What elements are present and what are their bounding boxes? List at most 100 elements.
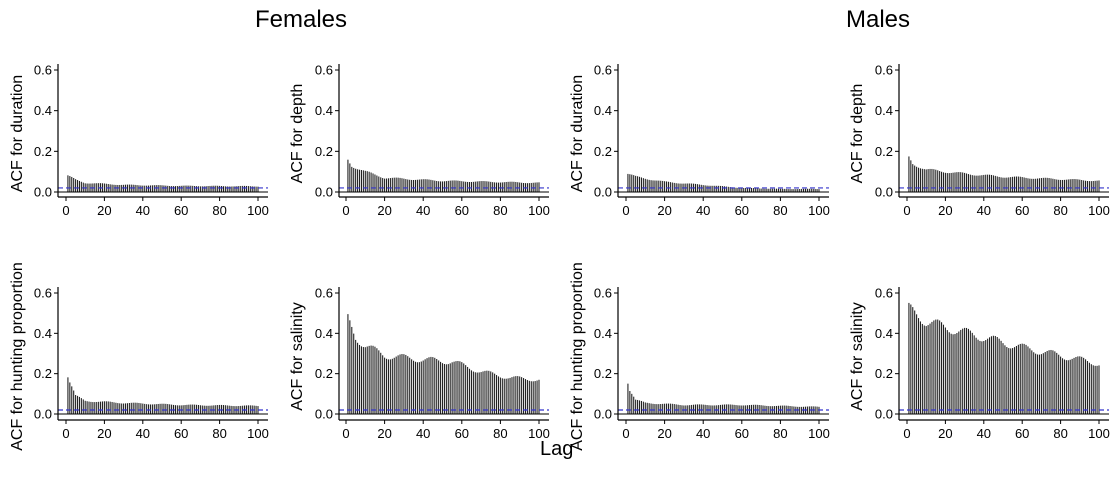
y-tick-label: 0.6 (594, 286, 612, 301)
x-tick-label: 100 (1088, 426, 1110, 441)
y-tick-label: 0.2 (594, 144, 612, 159)
x-tick-label: 60 (735, 426, 749, 441)
x-tick-label: 100 (808, 426, 830, 441)
x-tick-label: 80 (212, 203, 226, 218)
x-tick-label: 80 (1053, 203, 1067, 218)
x-tick-label: 0 (903, 426, 910, 441)
x-tick-label: 0 (342, 426, 349, 441)
x-tick-label: 100 (528, 426, 550, 441)
x-tick-label: 40 (696, 203, 710, 218)
x-tick-label: 60 (735, 203, 749, 218)
y-tick-label: 0.6 (315, 286, 333, 301)
y-tick-label: 0.4 (34, 103, 52, 118)
x-tick-label: 100 (247, 426, 269, 441)
x-tick-label: 20 (657, 426, 671, 441)
y-tick-label: 0.4 (875, 326, 893, 341)
y-tick-label: 0.2 (34, 366, 52, 381)
x-tick-label: 40 (977, 426, 991, 441)
x-tick-label: 100 (808, 203, 830, 218)
x-tick-label: 100 (1088, 203, 1110, 218)
y-tick-label: 0.6 (34, 63, 52, 78)
acf-panel-4: 0.0 0.2 0.4 0.6 0 20 40 60 80 100 ACF for depth (849, 63, 1110, 219)
y-axis-label: ACF for depth (849, 84, 866, 184)
y-axis-label: ACF for hunting proportion (9, 262, 26, 451)
x-tick-label: 40 (136, 203, 150, 218)
x-tick-label: 20 (657, 203, 671, 218)
y-tick-label: 0.4 (875, 103, 893, 118)
y-tick-label: 0.6 (34, 286, 52, 301)
x-tick-label: 20 (938, 203, 952, 218)
acf-panel-1: 0.0 0.2 0.4 0.6 0 20 40 60 80 100 ACF for duration (9, 63, 269, 219)
y-tick-label: 0.2 (34, 144, 52, 159)
y-axis-label: ACF for salinity (849, 302, 866, 410)
x-tick-label: 20 (938, 426, 952, 441)
x-tick-label: 80 (1053, 426, 1067, 441)
x-tick-label: 40 (416, 426, 430, 441)
x-tick-label: 0 (622, 203, 629, 218)
y-axis-label: ACF for duration (569, 75, 586, 192)
x-tick-label: 40 (416, 203, 430, 218)
y-tick-label: 0.4 (594, 326, 612, 341)
y-axis-label: ACF for hunting proportion (569, 262, 586, 451)
y-tick-label: 0.0 (315, 407, 333, 422)
y-tick-label: 0.6 (594, 63, 612, 78)
x-tick-label: 60 (455, 426, 469, 441)
x-tick-label: 80 (493, 426, 507, 441)
y-tick-label: 0.2 (315, 144, 333, 159)
x-axis-label: Lag (540, 438, 574, 460)
y-tick-label: 0.0 (315, 185, 333, 200)
x-tick-label: 80 (773, 426, 787, 441)
x-tick-label: 0 (62, 426, 69, 441)
x-tick-label: 60 (1015, 426, 1029, 441)
y-tick-label: 0.4 (594, 103, 612, 118)
x-tick-label: 20 (377, 426, 391, 441)
y-tick-label: 0.4 (315, 326, 333, 341)
y-tick-label: 0.0 (594, 185, 612, 200)
y-axis-label: ACF for salinity (289, 302, 306, 410)
y-tick-label: 0.4 (315, 103, 333, 118)
x-tick-label: 40 (977, 203, 991, 218)
y-tick-label: 0.2 (315, 366, 333, 381)
x-tick-label: 40 (696, 426, 710, 441)
x-tick-label: 0 (903, 203, 910, 218)
y-tick-label: 0.4 (34, 326, 52, 341)
x-tick-label: 40 (136, 426, 150, 441)
females-title: Females (255, 6, 348, 33)
x-tick-label: 0 (622, 426, 629, 441)
x-tick-label: 20 (97, 426, 111, 441)
x-tick-label: 0 (342, 203, 349, 218)
x-tick-label: 100 (528, 203, 550, 218)
y-tick-label: 0.0 (875, 185, 893, 200)
y-tick-label: 0.2 (875, 144, 893, 159)
x-tick-label: 0 (62, 203, 69, 218)
x-tick-label: 80 (493, 203, 507, 218)
x-tick-label: 60 (174, 203, 188, 218)
x-tick-label: 100 (247, 203, 269, 218)
x-tick-label: 20 (97, 203, 111, 218)
y-axis-label: ACF for duration (9, 75, 26, 192)
males-title: Males (846, 6, 911, 33)
acf-panel-7: 0.0 0.2 0.4 0.6 0 20 40 60 80 100 ACF for hunting … (569, 262, 830, 451)
acf-panel-2: 0.0 0.2 0.4 0.6 0 20 40 60 80 100 ACF for depth (289, 63, 550, 219)
x-tick-label: 80 (212, 426, 226, 441)
y-tick-label: 0.0 (34, 407, 52, 422)
x-tick-label: 60 (174, 426, 188, 441)
acf-panel-5: 0.0 0.2 0.4 0.6 0 20 40 60 80 100 ACF for hunting … (9, 262, 269, 451)
acf-panel-6: 0.0 0.2 0.4 0.6 0 20 40 60 80 100 ACF for salinity (289, 286, 550, 442)
y-tick-label: 0.0 (875, 407, 893, 422)
y-tick-label: 0.2 (594, 366, 612, 381)
y-tick-label: 0.2 (875, 366, 893, 381)
acf-panel-8: 0.0 0.2 0.4 0.6 0 20 40 60 80 100 ACF for salinity (849, 286, 1110, 442)
y-tick-label: 0.6 (875, 286, 893, 301)
y-tick-label: 0.6 (875, 63, 893, 78)
y-tick-label: 0.0 (34, 185, 52, 200)
acf-panel-3: 0.0 0.2 0.4 0.6 0 20 40 60 80 100 ACF for duration (569, 63, 830, 219)
y-tick-label: 0.0 (594, 407, 612, 422)
x-tick-label: 20 (377, 203, 391, 218)
x-tick-label: 80 (773, 203, 787, 218)
x-tick-label: 60 (1015, 203, 1029, 218)
y-tick-label: 0.6 (315, 63, 333, 78)
x-tick-label: 60 (455, 203, 469, 218)
y-axis-label: ACF for depth (289, 84, 306, 184)
